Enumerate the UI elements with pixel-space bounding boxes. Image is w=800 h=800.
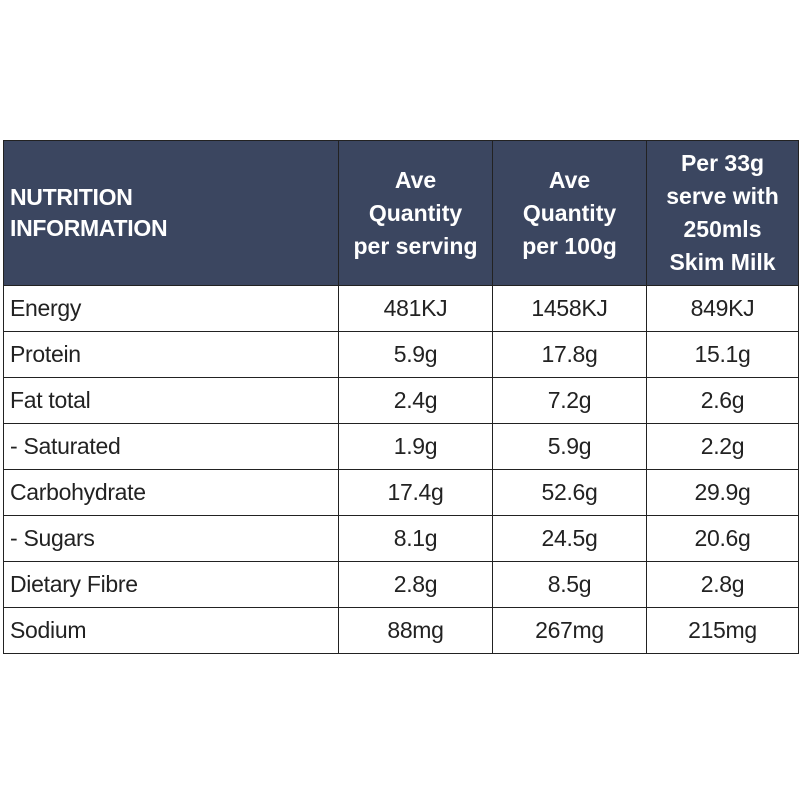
table-row: Carbohydrate 17.4g 52.6g 29.9g: [3, 469, 799, 516]
header-line: per 100g: [522, 232, 617, 259]
per-serving-value: 88mg: [338, 607, 493, 654]
with-milk-value: 2.2g: [646, 423, 799, 470]
header-line: Ave: [548, 166, 591, 193]
per-100g-value: 17.8g: [492, 331, 647, 378]
table-header: NUTRITION INFORMATION Ave Quantity per s…: [3, 140, 799, 286]
nutrient-label: Fat total: [3, 377, 339, 424]
header-nutrition-information: NUTRITION INFORMATION: [3, 140, 339, 286]
nutrient-label: - Sugars: [3, 515, 339, 562]
per-serving-value: 8.1g: [338, 515, 493, 562]
per-serving-value: 2.8g: [338, 561, 493, 608]
per-serving-value: 481KJ: [338, 285, 493, 332]
header-line: Quantity: [522, 199, 617, 226]
header-line: per serving: [353, 232, 478, 259]
header-line: INFORMATION: [10, 215, 168, 241]
header-line: Per 33g: [680, 150, 765, 176]
header-line: NUTRITION: [10, 184, 133, 210]
header-per-serving: Ave Quantity per serving: [338, 140, 493, 286]
per-100g-value: 52.6g: [492, 469, 647, 516]
table-row: - Sugars 8.1g 24.5g 20.6g: [3, 515, 799, 562]
header-line: Quantity: [368, 199, 463, 226]
per-100g-value: 7.2g: [492, 377, 647, 424]
per-100g-value: 5.9g: [492, 423, 647, 470]
nutrient-label: - Saturated: [3, 423, 339, 470]
table-row: Energy 481KJ 1458KJ 849KJ: [3, 285, 799, 332]
per-100g-value: 8.5g: [492, 561, 647, 608]
with-milk-value: 29.9g: [646, 469, 799, 516]
with-milk-value: 849KJ: [646, 285, 799, 332]
header-line: 250mls: [683, 216, 762, 242]
nutrient-label: Carbohydrate: [3, 469, 339, 516]
nutrient-label: Energy: [3, 285, 339, 332]
header-line: serve with: [666, 183, 779, 209]
table-row: Fat total 2.4g 7.2g 2.6g: [3, 377, 799, 424]
nutrition-table: NUTRITION INFORMATION Ave Quantity per s…: [3, 140, 799, 654]
per-100g-value: 24.5g: [492, 515, 647, 562]
per-100g-value: 267mg: [492, 607, 647, 654]
nutrient-label: Sodium: [3, 607, 339, 654]
with-milk-value: 215mg: [646, 607, 799, 654]
table-row: Sodium 88mg 267mg 215mg: [3, 607, 799, 654]
table-row: Protein 5.9g 17.8g 15.1g: [3, 331, 799, 378]
per-serving-value: 2.4g: [338, 377, 493, 424]
table-body: Energy 481KJ 1458KJ 849KJ Protein 5.9g 1…: [3, 285, 799, 654]
header-per-100g: Ave Quantity per 100g: [492, 140, 647, 286]
per-serving-value: 5.9g: [338, 331, 493, 378]
with-milk-value: 2.8g: [646, 561, 799, 608]
header-with-skim-milk: Per 33g serve with 250mls Skim Milk: [646, 140, 799, 286]
with-milk-value: 2.6g: [646, 377, 799, 424]
header-row: NUTRITION INFORMATION Ave Quantity per s…: [3, 140, 799, 286]
header-line: Skim Milk: [669, 249, 776, 275]
nutrient-label: Protein: [3, 331, 339, 378]
nutrient-label: Dietary Fibre: [3, 561, 339, 608]
per-100g-value: 1458KJ: [492, 285, 647, 332]
table-row: Dietary Fibre 2.8g 8.5g 2.8g: [3, 561, 799, 608]
table-row: - Saturated 1.9g 5.9g 2.2g: [3, 423, 799, 470]
per-serving-value: 17.4g: [338, 469, 493, 516]
with-milk-value: 20.6g: [646, 515, 799, 562]
header-line: Ave: [394, 166, 437, 193]
per-serving-value: 1.9g: [338, 423, 493, 470]
with-milk-value: 15.1g: [646, 331, 799, 378]
